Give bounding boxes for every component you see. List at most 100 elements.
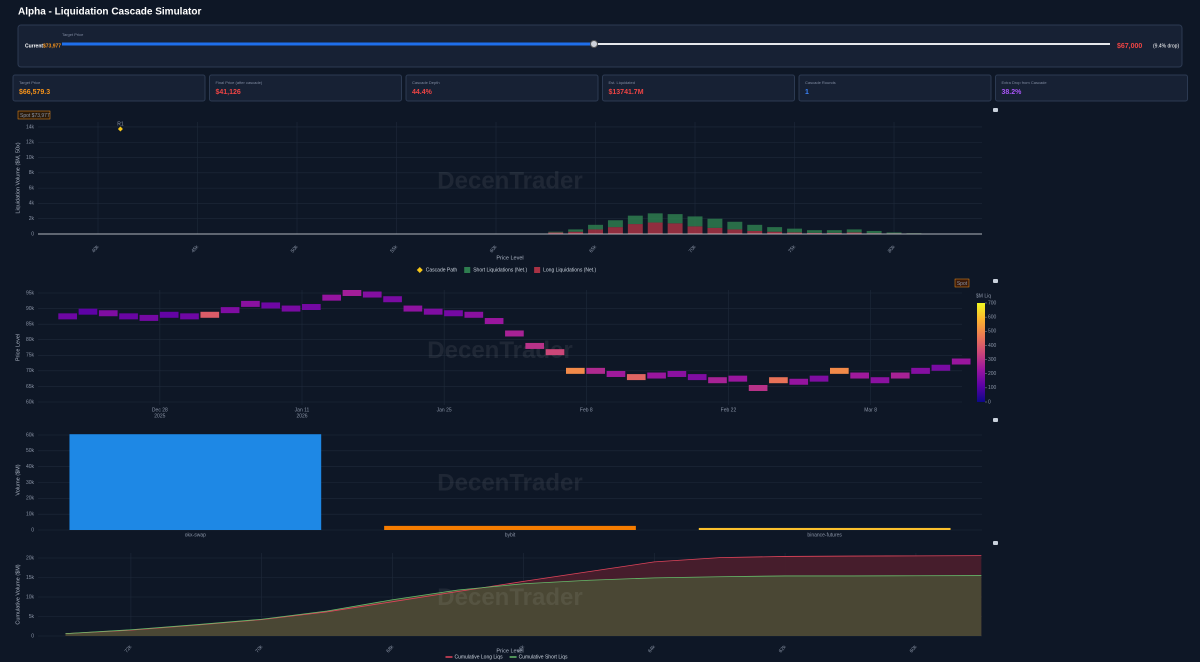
cascade-point [117,126,123,132]
x-axis-title: Price Level [496,255,523,261]
heat-cell [403,305,423,312]
y-tick-label: 75k [26,353,35,359]
y-tick-label: 90k [26,306,35,312]
bar-segment [727,221,743,230]
heat-cell [484,318,504,325]
metric-card [602,74,795,102]
colorbar-label: 600 [988,314,997,320]
y-tick-label: 20k [26,555,35,561]
y-tick-label: 40k [26,464,35,470]
y-axis-title: Price Level [15,334,21,361]
slider-target: $67,000 [1117,43,1142,50]
metric-value: $13741.7M [609,89,644,96]
watermark: DecenTrader [437,584,582,611]
bar-segment [747,224,763,231]
legend-label: Cumulative Short Liqs [519,654,568,660]
legend-marker [416,267,423,273]
y-tick-label: 85k [26,321,35,327]
legend-label: Long Liquidations (Net.) [543,267,596,273]
colorbar-label: 100 [988,385,997,391]
heat-cell [911,367,930,374]
x-tick-label: Mar 8 [864,407,877,413]
metric-value: 1 [805,89,809,96]
bar-segment [548,232,564,234]
x-tick-label: 45k [190,244,200,254]
legend-item: Short Liquidations (Net.) [464,267,527,273]
metric-label: Final Price (after cascade) [216,80,263,85]
y-tick-label: 5k [29,614,35,620]
metric-card [209,74,402,102]
bar-segment [866,230,882,234]
heat-cell [769,377,788,384]
heat-cell [647,372,666,379]
colorbar [977,303,985,402]
y-tick-label: 10k [26,155,35,161]
y-axis-title: Cumulative Volume ($M) [15,564,21,624]
legend-label: Short Liquidations (Net.) [473,267,527,273]
heat-cell [870,377,890,384]
heat-cell [606,370,626,377]
x-tick-label: Jan 25 [437,407,452,413]
x-tick-label: 72k [124,644,134,654]
bar-segment [607,220,623,228]
y-tick-label: 4k [29,201,35,207]
annotation: Spot [957,281,968,287]
x-tick-label: 70k [688,244,698,254]
x-tick-label: okx-swap [185,532,206,538]
heat-cell [342,289,362,296]
y-tick-label: 95k [26,290,35,296]
bar-segment [727,229,743,234]
metric-label: Cascade Rounds [805,80,836,85]
metric-card [798,74,992,102]
heat-cell [728,375,748,382]
x-tick-label: 60k [489,244,499,254]
heat-cell [626,374,646,381]
area-line [65,575,982,635]
colorbar-label: 400 [988,343,997,349]
colorbar-label: 300 [988,357,997,363]
slider-knob[interactable] [590,40,598,48]
heat-cell [850,372,869,379]
y-tick-label: 60k [26,432,35,438]
metric-label: Cascade Depth [412,80,440,85]
x-tick-label: 62k [778,644,788,654]
x-tick-label: 75k [787,244,797,254]
heat-cell [281,305,301,312]
bar-segment [568,229,584,232]
metric-value: $66,579.3 [19,89,50,96]
bar-segment [846,232,862,234]
legend-item: Cumulative Long Liqs [445,654,503,660]
heat-cell [180,313,199,320]
heat-cell [708,377,727,384]
x-tick-label: Feb 8 [580,407,593,413]
metric-label: Extra Drop from Cascade [1002,80,1048,85]
x-tick-year: 2026 [296,413,307,419]
camera-icon[interactable] [993,108,998,112]
heat-cell [322,294,341,301]
slider-label: Target Price [62,32,84,37]
y-tick-label: 10k [26,594,35,600]
y-tick-label: 2k [29,216,35,222]
colorbar-title: $M Liq [976,293,991,299]
current-value: $73,977 [43,43,61,49]
heat-cell [159,311,179,318]
heat-cell [58,313,77,320]
camera-icon[interactable] [993,279,998,283]
bar-segment [767,227,783,232]
x-tick-label: Feb 22 [721,407,737,413]
annotation: Spot $73,977 [20,113,50,119]
metric-card [12,74,206,102]
x-tick-label: 50k [290,244,300,254]
bar-segment [627,224,643,234]
camera-icon[interactable] [993,541,998,545]
colorbar-label: 0 [988,399,991,405]
metric-value: 44.4% [412,89,433,96]
heat-cell [261,302,281,309]
colorbar-label: 500 [988,329,997,335]
camera-icon[interactable] [993,418,998,422]
metric-label: Target Price [19,80,41,85]
heat-cell [220,307,240,314]
y-tick-label: 14k [26,124,35,130]
legend-marker [464,267,471,273]
